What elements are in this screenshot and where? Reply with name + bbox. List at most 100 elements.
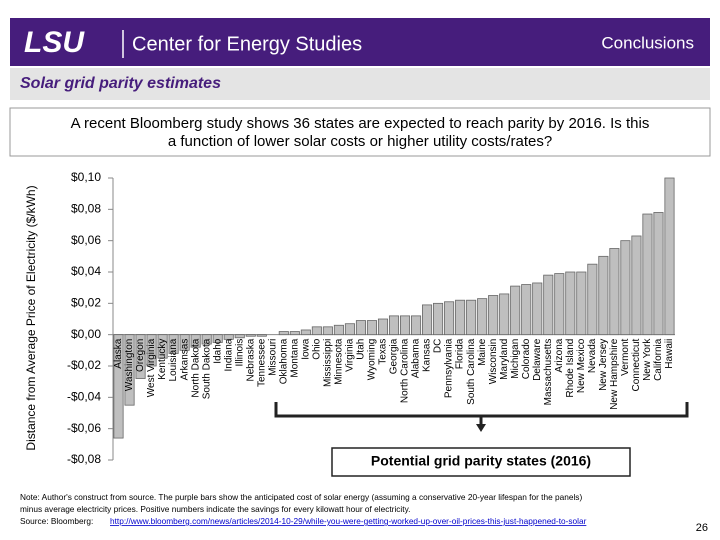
x-tick-label: Virginia (345, 338, 356, 372)
x-tick-label: Nevada (587, 338, 598, 373)
bar (631, 235, 642, 336)
x-tick-label: Florida (455, 338, 466, 369)
x-tick-label: Idaho (212, 338, 223, 363)
bar (113, 334, 124, 439)
x-tick-label: Louisiana (168, 338, 179, 381)
x-tick-label: Massachusetts (543, 339, 554, 406)
bar (455, 299, 466, 336)
note: Note: Author's construct from source. Th… (20, 492, 582, 502)
y-tick-label: -$0,06 (67, 421, 101, 435)
x-tick-label: Iowa (300, 338, 311, 360)
x-tick-label: North Dakota (190, 338, 201, 397)
bar (422, 304, 433, 336)
x-tick-label: Oregon (135, 339, 146, 372)
question-box (9, 107, 711, 157)
y-tick-label: $0,04 (71, 264, 101, 278)
x-tick-label: South Dakota (201, 338, 212, 399)
bar (289, 331, 300, 336)
x-tick-label: Georgia (389, 338, 400, 374)
x-tick-label: DC (433, 339, 444, 353)
bar (256, 334, 267, 337)
x-tick-label: Alaska (113, 338, 124, 368)
x-tick-label: Arkansas (179, 339, 190, 381)
x-tick-label: Indiana (223, 338, 234, 371)
bar (488, 295, 499, 336)
x-tick-label: Colorado (521, 338, 532, 379)
bar (642, 213, 653, 336)
x-tick-label: West Virginia (146, 338, 157, 397)
x-tick-label: Michigan (510, 339, 521, 379)
x-tick-label: Pennsylvania (444, 338, 455, 398)
annotation-box (331, 447, 631, 477)
source-link[interactable]: http://www.bloomberg.com/news/articles/2… (110, 516, 587, 526)
title-band (10, 68, 710, 100)
bar (620, 240, 631, 336)
x-tick-label: Washington (124, 339, 135, 391)
x-tick-label: New Jersey (598, 339, 609, 391)
x-tick-label: New Mexico (576, 338, 587, 393)
bar (609, 248, 620, 336)
y-tick-label: -$0,02 (67, 358, 101, 372)
bar (300, 329, 311, 336)
bar (146, 334, 157, 367)
bar (135, 334, 146, 379)
bar (179, 334, 190, 351)
x-tick-label: Texas (378, 339, 389, 365)
x-tick-label: Maryland (499, 339, 510, 380)
y-tick-label: $0,00 (71, 327, 101, 341)
bar (322, 326, 333, 336)
y-tick-label: $0,02 (71, 296, 101, 310)
y-tick-label: $0,10 (71, 170, 101, 184)
bar (366, 320, 377, 336)
x-tick-label: Kansas (422, 339, 433, 372)
bar (234, 334, 245, 339)
x-tick-label: Montana (289, 338, 300, 377)
y-tick-label: $0,08 (71, 202, 101, 216)
bar (399, 315, 411, 336)
bar (521, 284, 532, 336)
x-tick-label: Rhode Island (565, 339, 576, 398)
bar (344, 323, 355, 336)
bar (587, 263, 598, 336)
bar (543, 274, 554, 336)
bar (664, 177, 675, 336)
bar (565, 271, 576, 336)
bar (532, 282, 543, 336)
x-tick-label: Vermont (620, 338, 631, 375)
x-tick-label: New York (642, 338, 653, 381)
x-tick-label: Illinois (234, 339, 245, 367)
y-tick-label: -$0,08 (67, 452, 101, 466)
x-tick-label: Mississippi (323, 339, 334, 387)
bar (311, 326, 322, 336)
x-tick-label: Missouri (267, 339, 278, 376)
x-tick-label: Arizona (554, 338, 565, 372)
bar (653, 212, 664, 336)
bar (278, 331, 289, 336)
x-tick-label: North Carolina (400, 338, 411, 403)
bar (190, 334, 201, 348)
x-tick-label: Nebraska (245, 338, 256, 381)
y-tick-label: $0,06 (71, 233, 101, 247)
x-tick-label: Delaware (532, 338, 543, 381)
bar (554, 273, 565, 336)
bar (444, 301, 455, 336)
bar (510, 285, 521, 336)
x-tick-label: Wyoming (367, 339, 378, 381)
page-number: 26 (696, 522, 708, 534)
x-tick-label: Utah (356, 339, 367, 360)
bar (333, 324, 344, 336)
bar (576, 271, 587, 336)
bar (433, 302, 444, 336)
y-axis-label: Distance from Average Price of Electrici… (24, 185, 38, 450)
source-url[interactable]: http://www.bloomberg.com/news/articles/2… (110, 516, 587, 526)
bar (388, 315, 400, 336)
bar (355, 320, 366, 336)
bar (124, 334, 135, 406)
x-tick-label: California (653, 338, 664, 381)
chart-title: A recent Bloomberg study shows 36 states… (71, 115, 650, 150)
x-tick-label: Connecticut (631, 338, 642, 391)
bar (377, 318, 389, 336)
bar (212, 334, 223, 343)
bar (499, 293, 510, 336)
